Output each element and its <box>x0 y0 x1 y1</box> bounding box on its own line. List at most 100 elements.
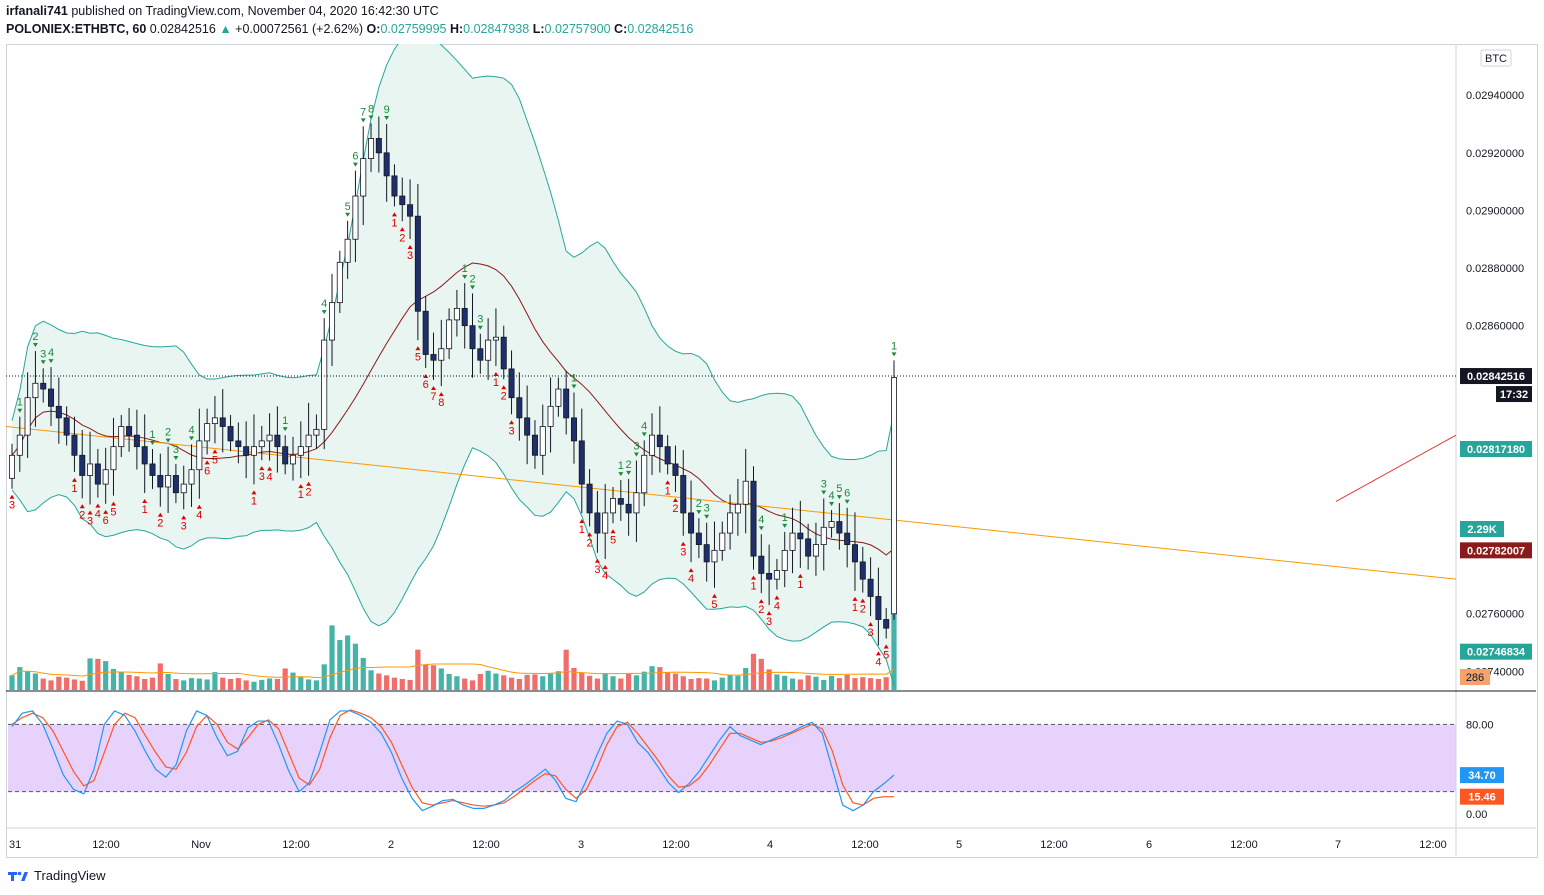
td-green-count: 6 <box>844 488 850 500</box>
volume-bar <box>665 672 671 690</box>
td-red-arrow <box>672 498 678 503</box>
candle-body <box>110 446 117 471</box>
td-red-arrow <box>399 227 405 232</box>
volume-bar <box>118 672 124 690</box>
td-green-arrow <box>48 359 54 364</box>
candle-body <box>539 426 546 456</box>
volume-bar <box>680 676 686 690</box>
volume-bar <box>766 669 772 690</box>
td-red-count: 2 <box>758 604 764 616</box>
td-red-count: 3 <box>594 564 600 576</box>
td-green-count: 2 <box>626 459 632 471</box>
td-red-arrow <box>430 385 436 390</box>
volume-bar <box>298 676 304 690</box>
td-red-count: 3 <box>259 471 265 483</box>
candle-body <box>547 405 554 427</box>
low-value: 0.02757900 <box>544 22 611 36</box>
volume-bar <box>719 677 725 690</box>
volume-bar <box>259 679 265 690</box>
td-green-arrow <box>40 360 46 365</box>
volume-bar <box>462 678 468 690</box>
publisher-user[interactable]: irfanali741 <box>6 4 68 18</box>
td-green-arrow <box>173 455 179 460</box>
volume-ma-line <box>11 663 895 679</box>
volume-bar <box>32 673 39 690</box>
candle-body <box>344 238 351 263</box>
td-red-arrow <box>157 512 163 517</box>
stoch-band <box>8 724 1456 792</box>
td-red-count: 5 <box>610 534 616 546</box>
candle-body <box>94 463 101 485</box>
td-red-count: 3 <box>508 425 514 437</box>
x-tick-label: 2 <box>388 839 394 851</box>
volume-bar <box>688 679 694 690</box>
td-red-count: 1 <box>71 483 77 495</box>
candle-body <box>24 397 31 436</box>
volume-bar <box>735 675 741 690</box>
candle-body <box>508 368 515 399</box>
volume-bar <box>235 678 241 690</box>
publisher-text: published on TradingView.com, November 0… <box>71 4 439 18</box>
td-red-arrow <box>87 510 93 515</box>
td-red-arrow <box>860 598 866 603</box>
td-red-arrow <box>438 392 444 397</box>
td-red-count: 3 <box>766 616 772 628</box>
td-red-count: 1 <box>797 579 803 591</box>
candle-body <box>391 175 398 197</box>
volume-bar <box>266 678 273 690</box>
td-red-count: 5 <box>415 351 421 363</box>
candle-body <box>321 339 328 430</box>
volume-bar <box>891 585 897 690</box>
candle-body <box>48 388 55 407</box>
volume-bar <box>657 667 663 690</box>
td-green-count: 4 <box>828 490 834 502</box>
volume-bar <box>727 674 733 690</box>
tradingview-brand[interactable]: TradingView <box>8 868 106 883</box>
td-red-arrow <box>774 595 780 600</box>
volume-bar <box>555 671 561 690</box>
td-green-arrow <box>704 514 710 519</box>
candle-body <box>180 483 187 494</box>
td-green-count: 5 <box>345 201 351 213</box>
td-red-arrow <box>423 373 429 378</box>
volume-bar <box>563 649 569 690</box>
publisher-line: irfanali741 published on TradingView.com… <box>6 4 439 18</box>
td-green-count: 1 <box>149 429 155 441</box>
candle-body <box>383 152 390 177</box>
y-tick-label: 0.02760000 <box>1466 609 1524 621</box>
volume-bar <box>227 679 234 690</box>
volume-bar <box>704 678 710 690</box>
td-red-arrow <box>610 529 616 534</box>
td-green-count: 3 <box>477 314 483 326</box>
td-red-arrow <box>259 466 265 471</box>
candle-body <box>742 480 749 505</box>
volume-bar <box>883 677 889 690</box>
td-green-arrow <box>618 472 624 477</box>
td-green-arrow <box>165 438 171 443</box>
volume-bar <box>56 676 62 690</box>
candle-body <box>407 204 414 217</box>
td-red-count: 4 <box>774 601 780 613</box>
td-green-arrow <box>32 343 38 348</box>
td-green-arrow <box>829 502 835 507</box>
td-red-count: 2 <box>672 503 678 515</box>
volume-bar <box>313 680 320 690</box>
volume-bar <box>212 672 218 690</box>
candle-body <box>352 195 359 240</box>
candle-body <box>875 596 882 620</box>
td-red-arrow <box>407 245 413 250</box>
candle-body <box>555 388 562 407</box>
volume-tag-label: 2.29K <box>1467 524 1496 536</box>
td-red-arrow <box>298 484 304 489</box>
symbol-name[interactable]: POLONIEX:ETHBTC, 60 <box>6 22 147 36</box>
candle-body <box>149 463 156 476</box>
td-red-count: 2 <box>399 232 405 244</box>
candle-body <box>399 195 406 206</box>
candle-body <box>336 261 343 304</box>
volume-bar <box>165 673 171 690</box>
td-red-arrow <box>391 212 397 217</box>
bollinger-lower-line <box>11 447 895 686</box>
volume-bar <box>867 678 874 690</box>
candle-body <box>329 302 336 341</box>
